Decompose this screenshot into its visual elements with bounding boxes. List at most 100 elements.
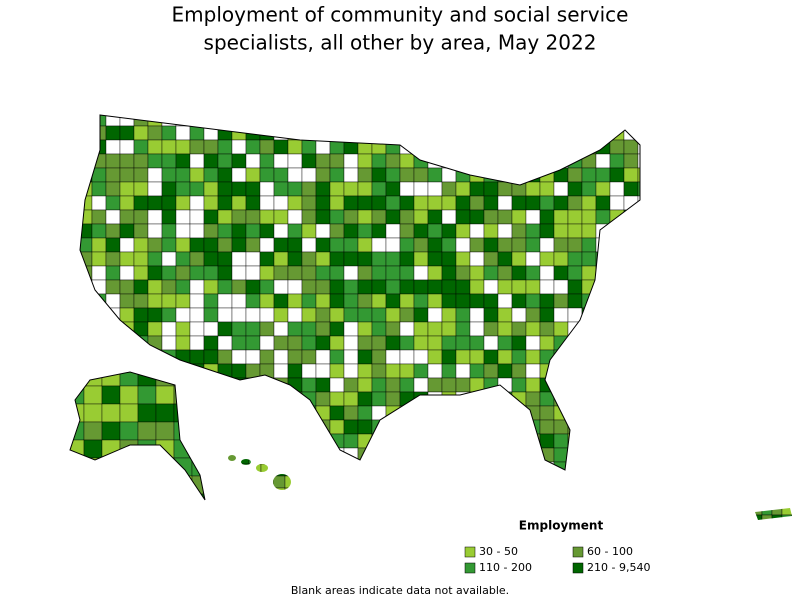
map-area — [245, 419, 261, 435]
map-area — [161, 153, 177, 169]
map-area — [301, 349, 317, 365]
map-area — [80, 363, 93, 379]
map-area — [385, 167, 401, 183]
map-area — [399, 237, 415, 253]
map-area — [91, 223, 107, 239]
map-area — [260, 463, 274, 477]
map-area — [175, 209, 191, 225]
map-area — [217, 195, 233, 211]
map-area — [329, 153, 345, 169]
map-area — [441, 349, 457, 365]
map-area — [357, 349, 373, 365]
map-area — [637, 447, 640, 463]
map-area — [595, 391, 611, 407]
map-area — [413, 167, 429, 183]
map-area — [455, 461, 471, 470]
map-area — [637, 115, 640, 127]
map-area — [287, 195, 303, 211]
map-area — [133, 293, 149, 309]
map-area — [287, 181, 303, 197]
map-area — [272, 487, 286, 490]
map-area — [399, 307, 415, 323]
map-area — [245, 125, 261, 141]
map-area — [175, 335, 191, 351]
map-area — [315, 307, 331, 323]
map-area — [609, 223, 625, 239]
map-area — [539, 405, 555, 421]
map-area — [357, 461, 373, 470]
map-area — [80, 335, 93, 351]
map-area — [469, 153, 485, 169]
map-area — [623, 209, 639, 225]
map-area — [427, 433, 443, 449]
map-area — [567, 195, 583, 211]
map-area — [231, 419, 247, 435]
note: Blank areas indicate data not available. — [291, 584, 509, 597]
map-area — [609, 335, 625, 351]
map-area — [119, 153, 135, 169]
map-area — [315, 447, 331, 463]
map-area — [133, 279, 149, 295]
map-area — [133, 265, 149, 281]
map-area — [427, 363, 443, 379]
map-area — [441, 433, 457, 449]
map-area — [483, 419, 499, 435]
map-area — [175, 293, 191, 309]
map-area — [101, 421, 121, 441]
map-area — [119, 493, 139, 500]
map-area — [259, 335, 275, 351]
map-area — [385, 447, 401, 463]
map-area — [385, 251, 401, 267]
map-area — [245, 209, 261, 225]
map-area — [91, 321, 107, 337]
map-area — [343, 223, 359, 239]
map-area — [497, 349, 513, 365]
map-area — [217, 167, 233, 183]
map-area — [189, 167, 205, 183]
map-area — [273, 209, 289, 225]
map-area — [385, 279, 401, 295]
map-area — [469, 321, 485, 337]
map-area — [329, 447, 345, 463]
map-area — [259, 279, 275, 295]
map-area — [413, 335, 429, 351]
map-area — [399, 115, 415, 127]
map-area — [595, 125, 611, 141]
map-area — [761, 508, 773, 516]
legend-label: 110 - 200 — [479, 561, 532, 574]
map-area — [357, 335, 373, 351]
map-area — [259, 167, 275, 183]
map-area — [91, 115, 107, 127]
map-area — [413, 125, 429, 141]
map-area — [191, 439, 205, 459]
map-area — [133, 195, 149, 211]
map-area — [119, 209, 135, 225]
map-area — [371, 293, 387, 309]
map-area — [637, 167, 640, 183]
map-area — [343, 419, 359, 435]
map-area — [357, 405, 373, 421]
map-area — [385, 125, 401, 141]
map-area — [371, 115, 387, 127]
map-area — [217, 279, 233, 295]
map-area — [455, 419, 471, 435]
map-area — [161, 237, 177, 253]
map-area — [80, 125, 93, 141]
map-area — [189, 279, 205, 295]
map-area — [301, 335, 317, 351]
map-area — [497, 419, 513, 435]
map-area — [105, 265, 121, 281]
map-area — [217, 419, 233, 435]
map-area — [385, 265, 401, 281]
map-area — [343, 363, 359, 379]
map-area — [91, 181, 107, 197]
map-area — [525, 265, 541, 281]
map-area — [357, 377, 373, 393]
map-area — [455, 405, 471, 421]
map-area — [595, 461, 611, 470]
map-area — [70, 457, 85, 477]
map-area — [455, 223, 471, 239]
map-area — [189, 391, 205, 407]
map-area — [343, 167, 359, 183]
map-area — [189, 293, 205, 309]
